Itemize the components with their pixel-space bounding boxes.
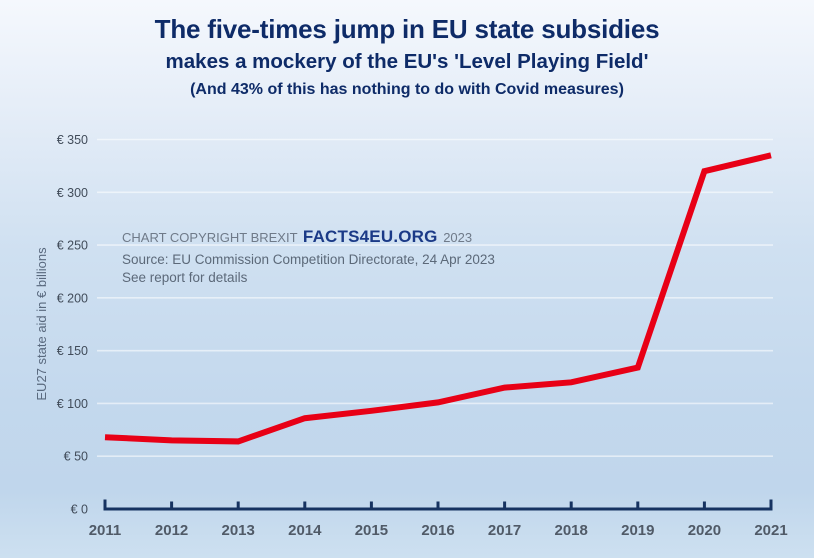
x-tick-label: 2013 xyxy=(222,522,255,539)
brand-wordmark: FACTS4EU.ORG xyxy=(302,227,438,246)
x-tick-label: 2021 xyxy=(754,522,787,539)
x-tick-label: 2014 xyxy=(288,522,322,539)
x-tick-label: 2015 xyxy=(355,522,388,539)
y-tick-label: € 300 xyxy=(57,186,88,200)
y-axis-title: EU27 state aid in € billions xyxy=(34,247,49,401)
x-tick-label: 2017 xyxy=(488,522,521,539)
x-tick-label: 2012 xyxy=(155,522,188,539)
see-report-line: See report for details xyxy=(122,270,248,285)
y-tick-label: € 200 xyxy=(57,291,88,305)
y-tick-label: € 250 xyxy=(57,239,88,253)
y-tick-label: € 50 xyxy=(64,450,88,464)
chart-header: The five-times jump in EU state subsidie… xyxy=(0,13,814,100)
copyright-line: CHART COPYRIGHT BREXIT FACTS4EU.ORG 2023 xyxy=(122,227,495,247)
y-tick-label: € 100 xyxy=(57,397,88,411)
state-aid-data-line xyxy=(104,152,772,445)
copyright-prefix: CHART COPYRIGHT BREXIT xyxy=(122,230,298,245)
copyright-year: 2023 xyxy=(443,230,473,245)
copyright-block: CHART COPYRIGHT BREXIT FACTS4EU.ORG 2023… xyxy=(122,227,495,285)
x-tick-label: 2020 xyxy=(688,522,721,539)
chart-note: (And 43% of this has nothing to do with … xyxy=(190,81,624,98)
x-tick-label: 2019 xyxy=(621,522,654,539)
source-line: Source: EU Commission Competition Direct… xyxy=(122,252,495,267)
y-tick-label: € 0 xyxy=(71,503,88,517)
y-tick-label: € 350 xyxy=(57,133,88,147)
x-tick-label: 2018 xyxy=(555,522,588,539)
chart-title: The five-times jump in EU state subsidie… xyxy=(154,14,660,44)
x-tick-label: 2016 xyxy=(421,522,454,539)
y-tick-label: € 150 xyxy=(57,344,88,358)
x-tick-label: 2011 xyxy=(89,522,122,539)
chart-subtitle: makes a mockery of the EU's 'Level Playi… xyxy=(165,50,649,73)
